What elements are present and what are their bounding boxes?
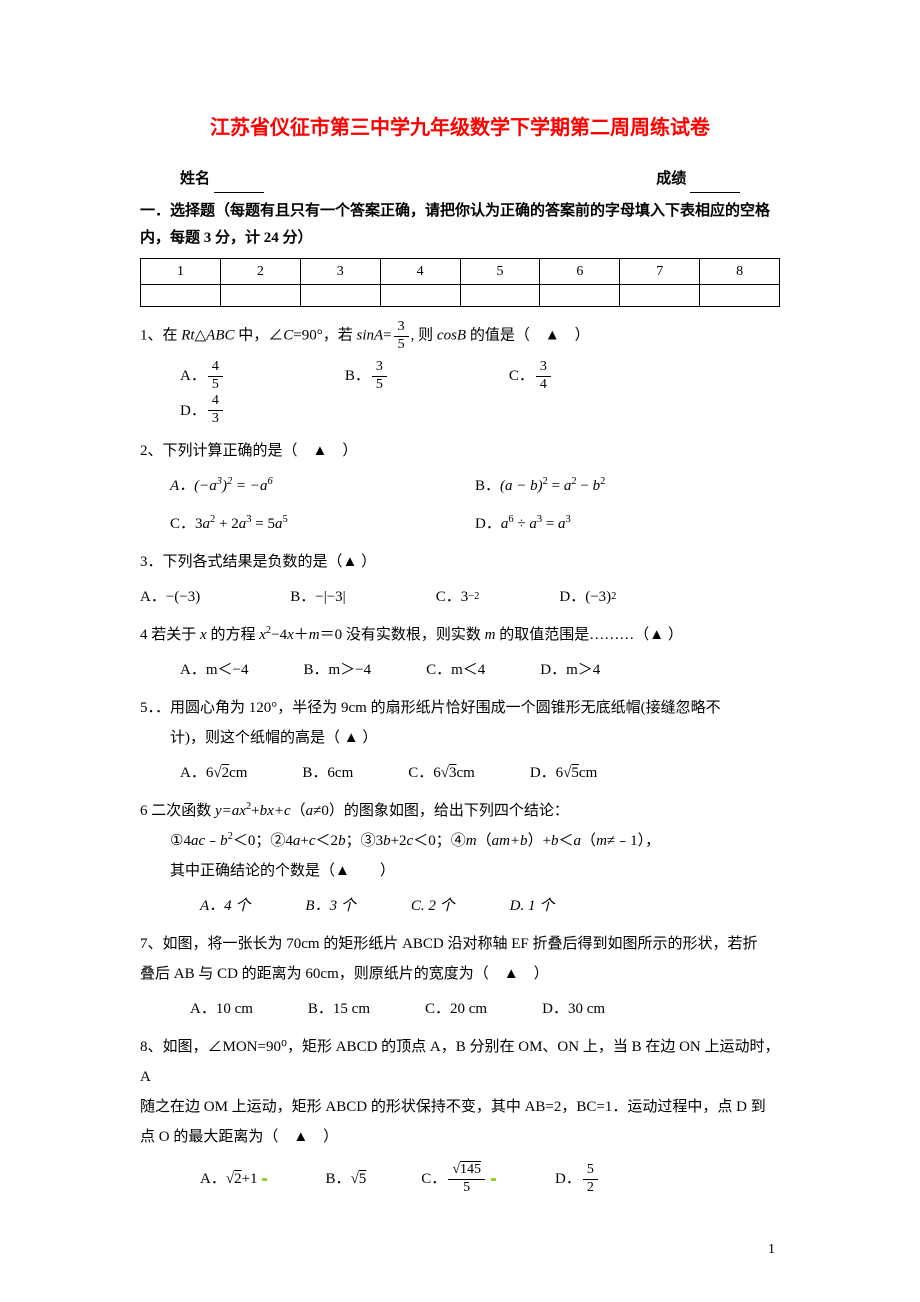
score-blank — [690, 178, 740, 193]
question-7: 7、如图，将一张长为 70cm 的矩形纸片 ABCD 沿对称轴 EF 折叠后得到… — [140, 929, 780, 1024]
section1-title: 一．选择题（每题有且只有一个答案正确，请把你认为正确的答案前的字母填入下表相应的… — [140, 198, 780, 252]
name-field: 姓名 — [180, 166, 264, 193]
question-8: 8、如图，∠MON=90⁰，矩形 ABCD 的顶点 A，B 分别在 OM、ON … — [140, 1032, 780, 1197]
question-5: 5．．用圆心角为 120°，半径为 9cm 的扇形纸片恰好围成一个圆锥形无底纸帽… — [140, 693, 780, 788]
question-6: 6 二次函数 y=ax2+bx+c（a≠0）的图象如图，给出下列四个结论： ①4… — [140, 796, 780, 921]
name-blank — [214, 178, 264, 193]
grid-header-row: 1 2 3 4 5 6 7 8 — [141, 259, 780, 285]
cursor-marker — [262, 1178, 267, 1181]
question-3: 3．下列各式结果是负数的是（▲ ） A．−(−3) B．−|−3| C．3−2 … — [140, 547, 780, 612]
grid-answer-row — [141, 285, 780, 307]
answer-grid: 1 2 3 4 5 6 7 8 — [140, 258, 780, 307]
question-4: 4 若关于 x 的方程 x2−4x＋m＝0 没有实数根，则实数 m 的取值范围是… — [140, 620, 780, 685]
cursor-marker — [491, 1178, 496, 1181]
doc-title: 江苏省仪征市第三中学九年级数学下学期第二周周练试卷 — [140, 110, 780, 146]
score-field: 成绩 — [656, 166, 740, 193]
q1-options: A．45 B．35 C．34 D．43 — [140, 359, 780, 428]
question-1: 1、在 Rt△ABC 中，∠C=90°，若 sinA=35, 则 cosB 的值… — [140, 319, 780, 428]
header-row: 姓名 成绩 — [140, 166, 780, 193]
question-2: 2、下列计算正确的是（ ▲ ） A．(−a3)2 = −a6 B．(a − b)… — [140, 436, 780, 539]
page-number: 1 — [768, 1237, 775, 1262]
